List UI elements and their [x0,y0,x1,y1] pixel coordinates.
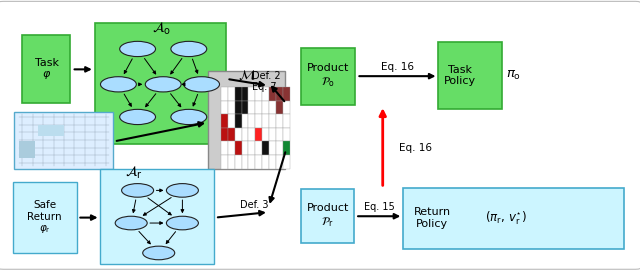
Bar [283,128,290,141]
Text: Def. 3: Def. 3 [240,200,269,210]
Bar [235,101,241,114]
Bar [248,114,255,128]
Bar [248,101,255,114]
Circle shape [166,216,198,230]
Circle shape [120,41,156,57]
Bar [269,141,276,155]
Bar [241,101,248,114]
Bar [221,101,228,114]
Bar [235,141,241,155]
Bar [283,141,290,155]
Bar [221,114,228,128]
Bar [262,101,269,114]
FancyBboxPatch shape [208,71,285,169]
Text: Eq. 15: Eq. 15 [364,202,395,212]
Bar [269,114,276,128]
Bar [276,155,283,169]
Bar [241,114,248,128]
Bar [241,128,248,141]
FancyBboxPatch shape [22,35,70,103]
Bar [276,114,283,128]
Bar [276,141,283,155]
Bar [241,155,248,169]
Bar [262,141,269,155]
Text: Def. 2
Eq. 7: Def. 2 Eq. 7 [252,71,280,92]
Bar [235,87,241,101]
Circle shape [171,109,207,125]
FancyBboxPatch shape [14,112,113,169]
Text: $(\pi_{\mathsf{r}},\,v_{\mathsf{r}}^{\star})$: $(\pi_{\mathsf{r}},\,v_{\mathsf{r}}^{\st… [484,209,527,227]
Bar [283,101,290,114]
Bar [248,128,255,141]
Bar [255,155,262,169]
Bar [283,155,290,169]
Bar [269,101,276,114]
Bar [255,101,262,114]
Bar [235,114,241,128]
Circle shape [122,184,154,197]
Circle shape [115,216,147,230]
Text: $\pi_{\mathsf{o}}$: $\pi_{\mathsf{o}}$ [506,69,521,82]
Text: $\mathcal{A}_{\mathsf{r}}$: $\mathcal{A}_{\mathsf{r}}$ [125,165,143,181]
Bar [248,155,255,169]
Bar [228,141,235,155]
Bar [269,87,276,101]
Bar [255,128,262,141]
Bar [19,141,35,158]
Circle shape [120,109,156,125]
Bar [228,87,235,101]
FancyBboxPatch shape [403,188,624,249]
Bar [262,114,269,128]
Bar [262,128,269,141]
Text: $\mathcal{A}_{\mathsf{o}}$: $\mathcal{A}_{\mathsf{o}}$ [152,20,171,37]
Bar [255,87,262,101]
Bar [228,101,235,114]
Bar [221,87,228,101]
Bar [228,128,235,141]
Bar [276,101,283,114]
Text: Task
Policy: Task Policy [444,64,476,86]
Bar [262,87,269,101]
Text: Eq. 16: Eq. 16 [381,62,414,72]
Text: Return
Policy: Return Policy [413,207,451,229]
Bar [276,87,283,101]
Bar [221,141,228,155]
Text: Task
$\varphi$: Task $\varphi$ [35,58,59,81]
Bar [241,141,248,155]
Bar [235,155,241,169]
FancyBboxPatch shape [301,48,355,105]
Text: Eq. 16: Eq. 16 [399,143,432,153]
Bar [248,141,255,155]
Bar [262,155,269,169]
Circle shape [100,77,136,92]
FancyBboxPatch shape [13,182,77,253]
Bar [269,128,276,141]
Circle shape [143,246,175,260]
Bar [38,125,64,136]
Circle shape [145,77,181,92]
Bar [283,87,290,101]
Bar [255,114,262,128]
Bar [228,155,235,169]
Text: Safe
Return
$\varphi_{\mathsf{r}}$: Safe Return $\varphi_{\mathsf{r}}$ [28,200,62,235]
FancyBboxPatch shape [95,23,226,144]
Bar [228,114,235,128]
Bar [269,155,276,169]
Bar [248,87,255,101]
Bar [235,128,241,141]
Text: Product
$\mathcal{P}_{\mathsf{o}}$: Product $\mathcal{P}_{\mathsf{o}}$ [307,63,349,89]
Circle shape [184,77,220,92]
Bar [283,114,290,128]
Text: $\mathcal{M}$: $\mathcal{M}$ [237,68,255,82]
Circle shape [171,41,207,57]
FancyBboxPatch shape [100,169,214,264]
Circle shape [166,184,198,197]
Bar [255,141,262,155]
FancyBboxPatch shape [438,42,502,109]
FancyBboxPatch shape [301,189,354,243]
Bar [276,128,283,141]
Bar [241,87,248,101]
Bar [221,128,228,141]
Bar [221,155,228,169]
